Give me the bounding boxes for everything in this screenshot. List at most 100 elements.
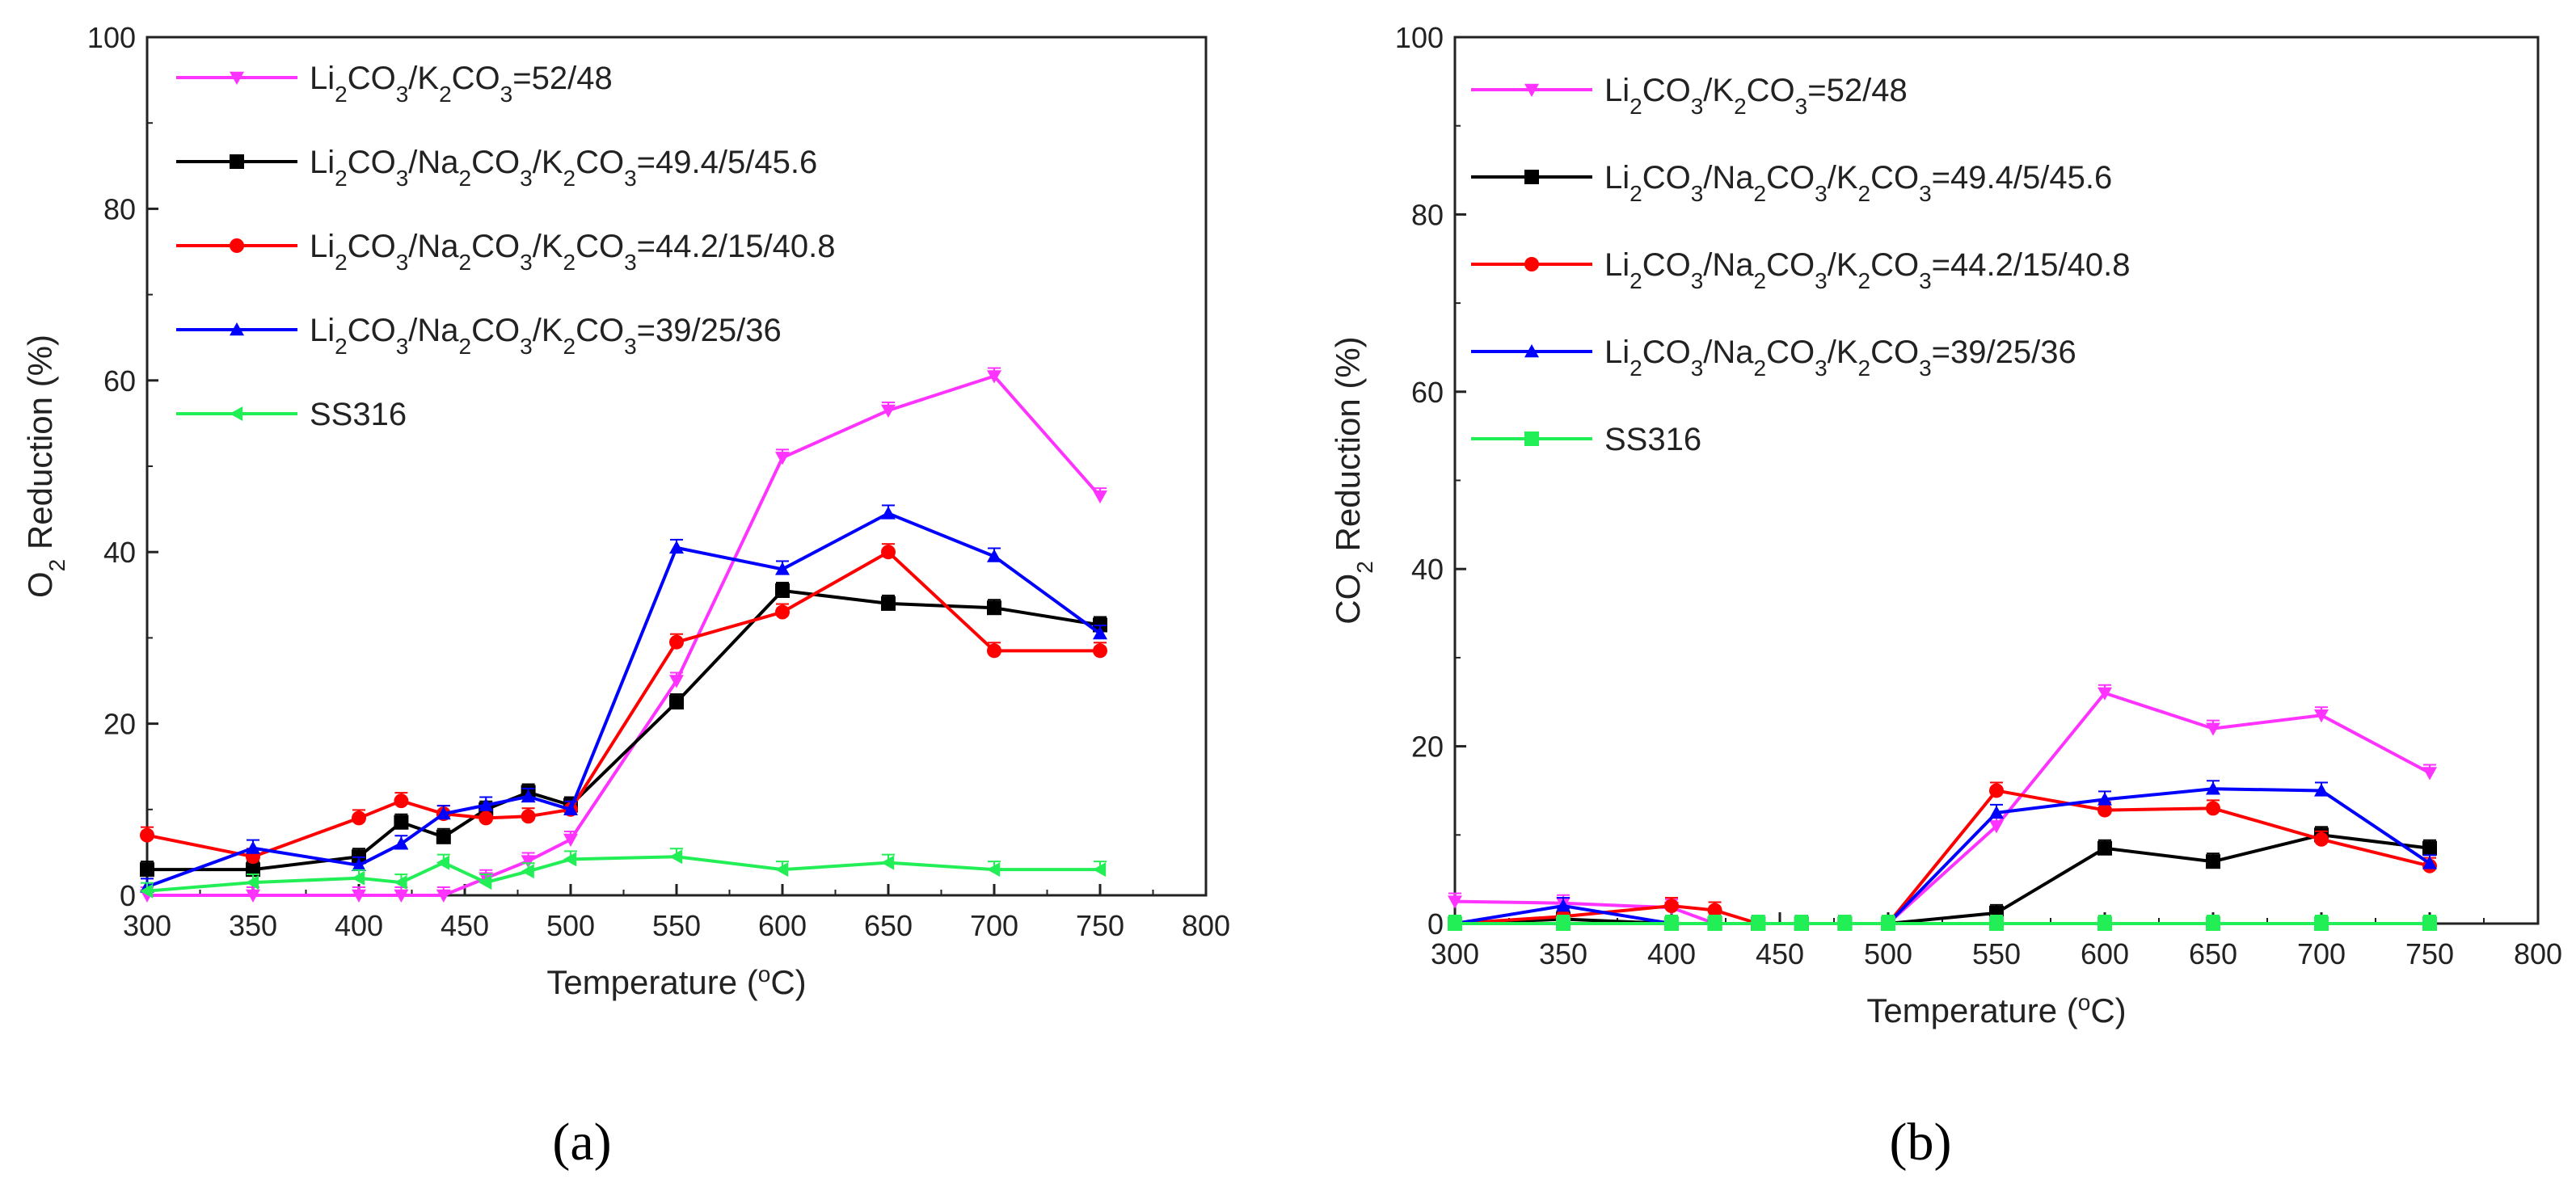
data-point	[669, 634, 684, 650]
data-point	[987, 862, 1001, 878]
data-point	[987, 549, 1001, 562]
data-point	[140, 862, 154, 878]
data-point	[394, 814, 409, 830]
data-point	[479, 798, 494, 811]
series-2	[1448, 781, 2437, 931]
legend-label: Li2CO3/Na2CO3/K2CO3=44.2/15/40.8	[310, 229, 835, 275]
data-point	[775, 583, 790, 598]
x-tick-label: 550	[652, 909, 701, 942]
series-line	[147, 374, 1102, 897]
data-point	[352, 870, 365, 886]
series-4	[140, 848, 1107, 899]
legend-label: Li2CO3/Na2CO3/K2CO3=49.4/5/45.6	[1604, 160, 2112, 206]
y-tick-label: 100	[1395, 21, 1444, 54]
x-tick-label: 800	[1182, 909, 1230, 942]
legend-marker	[230, 322, 244, 336]
data-point	[2097, 792, 2112, 806]
series-0	[1448, 684, 2437, 931]
data-point	[1989, 805, 2004, 819]
data-point	[1664, 916, 1679, 931]
legend-marker	[1524, 83, 1539, 97]
data-point	[394, 836, 409, 850]
x-axis-label: Temperature (oC)	[1866, 990, 2126, 1030]
x-axis-label: Temperature (oC)	[546, 962, 806, 1002]
legend-marker	[230, 71, 244, 85]
data-point	[436, 889, 451, 903]
x-tick-label: 650	[2189, 937, 2237, 970]
panel-label: (a)	[552, 1113, 611, 1172]
data-point	[2314, 709, 2329, 723]
y-axis-label: CO2 Reduction (%)	[1329, 336, 1377, 624]
data-point	[775, 452, 790, 465]
data-point	[1093, 862, 1107, 878]
data-point	[1794, 916, 1809, 931]
data-point	[140, 827, 154, 843]
data-point	[2314, 783, 2329, 797]
x-tick-label: 500	[546, 909, 595, 942]
legend-label: SS316	[1604, 422, 1701, 457]
data-point	[563, 852, 577, 867]
legend: Li2CO3/K2CO3=52/48 Li2CO3/Na2CO3/K2CO3=49…	[1471, 73, 2130, 457]
x-tick-label: 350	[1539, 937, 1587, 970]
legend-marker	[1524, 344, 1539, 358]
legend-label: Li2CO3/Na2CO3/K2CO3=39/25/36	[1604, 335, 2076, 381]
series-0	[140, 367, 1107, 903]
data-point	[775, 862, 789, 878]
legend-marker	[1524, 170, 1539, 184]
data-point	[987, 600, 1001, 616]
data-point	[669, 540, 684, 554]
data-point	[775, 604, 790, 620]
data-point	[2422, 916, 2437, 931]
legend-marker	[230, 154, 244, 169]
legend-label: Li2CO3/Na2CO3/K2CO3=44.2/15/40.8	[1604, 247, 2130, 293]
data-point	[2097, 916, 2112, 931]
legend-label: Li2CO3/K2CO3=52/48	[1604, 73, 1908, 119]
x-tick-label: 650	[864, 909, 913, 942]
data-point	[479, 875, 492, 890]
y-tick-label: 20	[1411, 730, 1444, 764]
data-point	[352, 857, 366, 872]
data-point	[669, 849, 683, 865]
data-point	[140, 883, 154, 899]
data-point	[2097, 802, 2112, 818]
data-point	[1448, 895, 1462, 909]
series-1	[140, 581, 1107, 878]
y-tick-label: 100	[87, 21, 136, 54]
x-tick-label: 700	[970, 909, 1018, 942]
series-line	[1454, 833, 2431, 925]
y-tick-label: 40	[1411, 553, 1444, 586]
data-point	[881, 404, 896, 418]
series-line	[146, 550, 1100, 859]
data-point	[1093, 643, 1107, 659]
data-point	[2314, 831, 2329, 847]
data-point	[246, 840, 260, 854]
x-tick-label: 400	[335, 909, 383, 942]
data-point	[246, 875, 259, 890]
data-point	[1556, 899, 1570, 912]
data-point	[352, 810, 366, 826]
data-point	[775, 562, 790, 575]
data-point	[669, 695, 684, 710]
x-tick-label: 450	[1756, 937, 1804, 970]
series-4	[1448, 915, 2437, 931]
x-tick-label: 750	[2405, 937, 2454, 970]
x-tick-label: 600	[2081, 937, 2129, 970]
data-point	[246, 862, 260, 878]
data-point	[1664, 899, 1679, 914]
data-point	[394, 875, 407, 890]
data-point	[521, 864, 534, 879]
data-point	[479, 810, 494, 826]
y-tick-label: 0	[120, 879, 136, 912]
data-point	[881, 506, 896, 520]
data-point	[1556, 916, 1570, 931]
data-point	[563, 802, 578, 815]
data-point	[987, 370, 1001, 384]
data-point	[2422, 840, 2437, 856]
legend-marker	[230, 406, 243, 421]
data-point	[2206, 916, 2220, 931]
x-tick-label: 750	[1076, 909, 1124, 942]
data-point	[1989, 783, 2004, 798]
x-tick-label: 400	[1647, 937, 1696, 970]
y-tick-label: 40	[103, 536, 136, 569]
data-point	[1989, 916, 2004, 931]
